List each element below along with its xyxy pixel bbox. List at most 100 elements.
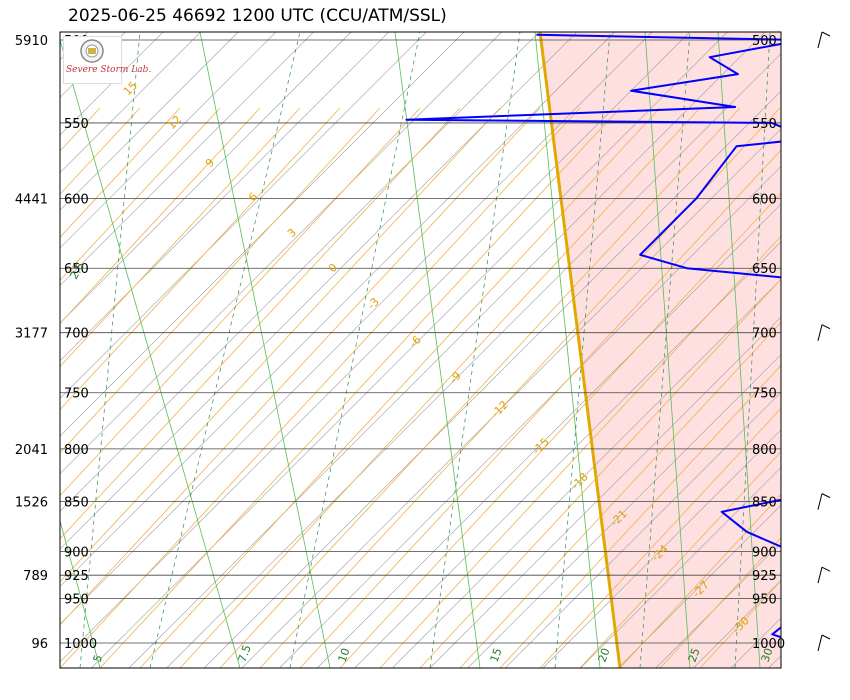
mixing-ratio-line bbox=[639, 32, 691, 668]
isotherm-line bbox=[279, 166, 781, 668]
mixing-ratio-line bbox=[734, 32, 771, 668]
pressure-tick-right: 750 bbox=[752, 387, 777, 402]
dry-adiabat-label: -3 bbox=[365, 295, 382, 312]
dry-adiabat-line bbox=[60, 107, 261, 324]
mixing-ratio-line bbox=[554, 32, 611, 668]
isotherm-line bbox=[203, 90, 781, 668]
isotherm-line bbox=[60, 32, 427, 399]
height-tick: 2041 bbox=[15, 443, 48, 458]
pressure-tick-left: 900 bbox=[64, 545, 89, 560]
dry-adiabat-line bbox=[459, 321, 781, 668]
dry-adiabat-label: 3 bbox=[285, 226, 299, 240]
pressure-tick-right: 600 bbox=[752, 193, 777, 208]
pressure-tick-left: 925 bbox=[64, 569, 89, 584]
isotherm-label: 5 bbox=[91, 653, 106, 664]
isotherm-line bbox=[316, 203, 781, 668]
dry-adiabat-line bbox=[60, 107, 461, 540]
dry-adiabat-line bbox=[60, 107, 381, 454]
dry-adiabat-line bbox=[339, 192, 781, 668]
mixing-ratio-line bbox=[429, 32, 521, 668]
isotherm-line bbox=[655, 542, 781, 668]
isotherm-line bbox=[60, 32, 314, 286]
wind-barb bbox=[817, 566, 831, 584]
pressure-tick-left: 850 bbox=[64, 496, 89, 511]
dry-adiabat-line bbox=[60, 107, 421, 497]
height-tick: 3177 bbox=[15, 327, 48, 342]
plot-grid bbox=[0, 4, 850, 668]
dry-adiabat-line bbox=[419, 278, 781, 668]
dry-adiabat-line bbox=[379, 235, 781, 668]
moist-adiabat-line bbox=[534, 32, 601, 668]
height-tick: 789 bbox=[23, 569, 48, 584]
dry-adiabat-label: -18 bbox=[569, 470, 591, 492]
isotherm-line bbox=[0, 4, 2, 668]
barb-staff bbox=[817, 324, 823, 341]
isotherm-line bbox=[542, 429, 781, 668]
barb-flag bbox=[821, 634, 831, 640]
isotherm-line bbox=[60, 32, 164, 136]
wind-barb bbox=[817, 324, 831, 341]
dry-adiabat-line bbox=[659, 537, 781, 668]
moist-adiabat-line bbox=[60, 39, 241, 668]
isotherm-line bbox=[391, 278, 781, 668]
pressure-tick-left: 550 bbox=[64, 117, 89, 132]
dry-adiabat-line bbox=[179, 107, 701, 668]
dry-adiabat-line bbox=[99, 107, 621, 668]
dry-adiabat-line bbox=[219, 107, 741, 668]
isotherm-line bbox=[60, 32, 277, 249]
isotherm-line bbox=[60, 32, 465, 437]
isotherm-line bbox=[580, 467, 781, 668]
barb-staff bbox=[817, 567, 823, 584]
isotherm-line bbox=[241, 128, 781, 668]
plot-series bbox=[405, 33, 781, 639]
isotherm-label: 10 bbox=[336, 646, 353, 664]
barb-staff bbox=[817, 634, 823, 652]
isotherm-line bbox=[60, 32, 653, 625]
pressure-tick-left: 600 bbox=[64, 193, 89, 208]
mixing-ratio-line bbox=[149, 32, 301, 668]
barb-flag bbox=[821, 493, 831, 499]
dry-adiabat-line bbox=[619, 494, 781, 668]
pressure-tick-right: 850 bbox=[752, 496, 777, 511]
isotherm-line bbox=[806, 4, 850, 668]
wind-barb bbox=[817, 31, 831, 49]
wind-barbs bbox=[817, 31, 831, 652]
plot-frame bbox=[59, 31, 782, 669]
pressure-tick-right: 700 bbox=[752, 327, 777, 342]
pressure-tick-right: 800 bbox=[752, 443, 777, 458]
isotherm-label: 15 bbox=[488, 646, 505, 664]
cin-region bbox=[60, 0, 540, 32]
isotherm-label: 7.5 bbox=[236, 643, 254, 664]
wind-barb bbox=[817, 493, 831, 510]
dry-adiabat-label: -9 bbox=[447, 369, 464, 386]
isotherm-line bbox=[60, 32, 390, 362]
moist-adiabat-line bbox=[394, 32, 481, 668]
dry-adiabat-line bbox=[499, 364, 781, 668]
lab-logo: Severe Storm Lab. bbox=[63, 36, 151, 84]
isotherm-line bbox=[60, 32, 239, 211]
dry-adiabat-label: -15 bbox=[530, 435, 552, 457]
height-tick: 1526 bbox=[15, 496, 48, 511]
wind-barb bbox=[817, 634, 831, 652]
isotherm-line bbox=[467, 354, 781, 668]
dry-adiabat-label: 12 bbox=[165, 113, 184, 132]
isotherm-line bbox=[429, 316, 781, 668]
barb-flag bbox=[821, 31, 831, 37]
chart-title: 2025-06-25 46692 1200 UTC (CCU/ATM/SSL) bbox=[68, 6, 447, 26]
isotherm-label: 25 bbox=[686, 646, 703, 664]
pressure-tick-right: 650 bbox=[752, 262, 777, 277]
pressure-tick-right: 950 bbox=[752, 592, 777, 607]
barb-staff bbox=[817, 31, 823, 49]
isotherm-line bbox=[128, 32, 766, 668]
dry-adiabat-label: 6 bbox=[246, 190, 260, 204]
isotherm-line bbox=[504, 391, 781, 668]
isotherm-line bbox=[90, 32, 728, 668]
pressure-tick-left: 750 bbox=[64, 387, 89, 402]
isotherm-label: 20 bbox=[596, 646, 613, 664]
pressure-tick-left: 950 bbox=[64, 592, 89, 607]
isotherm-line bbox=[166, 53, 781, 668]
isotherm-line bbox=[60, 32, 202, 174]
dry-adiabat-line bbox=[539, 407, 781, 668]
moist-adiabat-line bbox=[717, 32, 761, 668]
